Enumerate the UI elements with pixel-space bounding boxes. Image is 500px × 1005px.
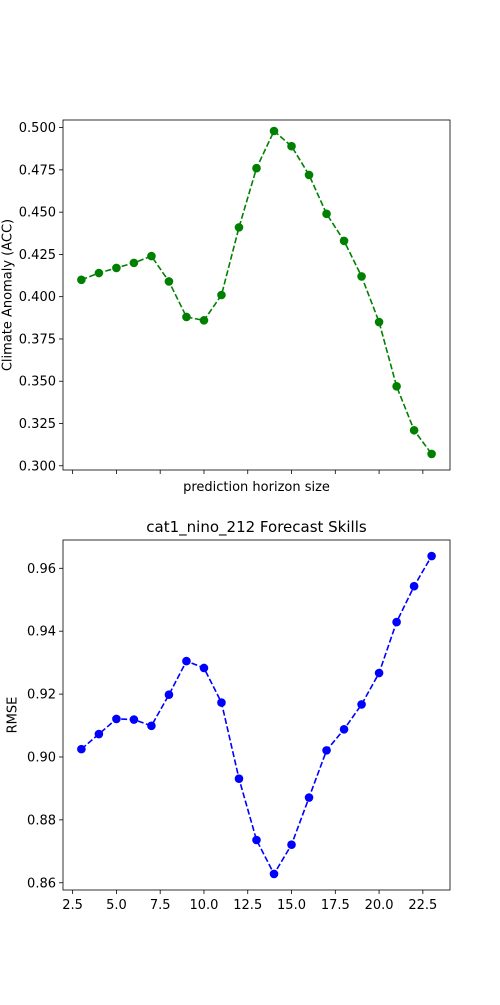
x-tick-label: 12.5 [233, 898, 262, 913]
data-point [287, 141, 296, 151]
data-point [217, 698, 226, 707]
y-tick-label: 0.400 [19, 290, 56, 305]
data-point [392, 617, 401, 627]
plot-frame [62, 119, 451, 471]
x-tick-label: 20.0 [365, 898, 394, 913]
x-tick-label: 2.5 [62, 898, 83, 913]
data-point [427, 551, 436, 561]
y-tick-label: 0.92 [27, 688, 56, 703]
y-tick-label: 0.300 [19, 459, 56, 474]
chart-title: cat1_nino_212 Forecast Skills [146, 518, 367, 537]
data-point [94, 729, 104, 739]
data-point [77, 275, 86, 285]
data-point [304, 170, 314, 180]
y-axis-label: RMSE [6, 697, 21, 734]
data-point [269, 126, 279, 136]
data-point [374, 317, 384, 327]
data-point [147, 721, 156, 731]
data-point [339, 725, 349, 734]
y-tick-label: 0.375 [19, 332, 56, 347]
data-point [164, 277, 174, 286]
x-tick-label: 5.0 [106, 898, 127, 913]
data-point [234, 223, 244, 232]
data-point [147, 251, 156, 261]
y-tick-label: 0.86 [27, 876, 56, 891]
y-axis-label: Climate Anomaly (ACC) [1, 219, 16, 371]
plot-frame [62, 539, 451, 891]
y-tick-label: 0.450 [19, 206, 56, 221]
data-point [112, 263, 121, 273]
data-point [357, 272, 366, 281]
series-line [80, 555, 433, 876]
data-point [409, 581, 419, 591]
data-point [287, 840, 296, 850]
data-point [252, 835, 261, 845]
y-tick-label: 0.325 [19, 417, 56, 432]
y-tick-label: 0.500 [19, 121, 56, 136]
data-point [304, 793, 314, 802]
data-point [339, 236, 349, 246]
data-point [409, 425, 419, 435]
subplot-2: 0.86 0.88 0.90 0.92 0.94 0.96 2.5 5.0 7.5 10.0 12.… [6, 518, 451, 913]
data-point [182, 656, 191, 666]
data-point [322, 746, 331, 755]
data-point [199, 663, 209, 673]
data-point [427, 449, 436, 459]
x-tick-label: 15.0 [277, 898, 306, 913]
data-point [199, 316, 209, 325]
x-tick-label: 22.5 [408, 898, 437, 913]
data-point [94, 268, 104, 278]
data-point [269, 869, 279, 879]
y-tick-label: 0.475 [19, 163, 56, 178]
y-tick-label: 0.425 [19, 248, 56, 263]
y-tick-label: 0.90 [27, 750, 56, 765]
data-point [217, 290, 226, 300]
data-point [392, 382, 401, 391]
y-tick-label: 0.88 [27, 813, 56, 828]
data-point [112, 714, 121, 724]
data-point [322, 209, 331, 219]
data-point [129, 715, 139, 724]
data-point [164, 690, 174, 700]
x-tick-label: 10.0 [189, 898, 218, 913]
data-point [252, 163, 261, 173]
data-point [77, 744, 86, 754]
data-point [234, 774, 244, 783]
data-point [374, 668, 384, 678]
x-tick-label: 7.5 [150, 898, 171, 913]
x-axis-label: prediction horizon size [183, 480, 330, 495]
data-point [182, 312, 191, 322]
y-tick-label: 0.94 [27, 625, 56, 640]
subplot-1: 0.300 0.325 0.350 0.375 0.400 0.425 0.450 0.475… [1, 119, 451, 495]
y-tick-label: 0.350 [19, 375, 56, 390]
data-point [357, 700, 366, 709]
data-point [129, 258, 139, 268]
x-tick-label: 17.5 [321, 898, 350, 913]
y-tick-label: 0.96 [27, 562, 56, 577]
